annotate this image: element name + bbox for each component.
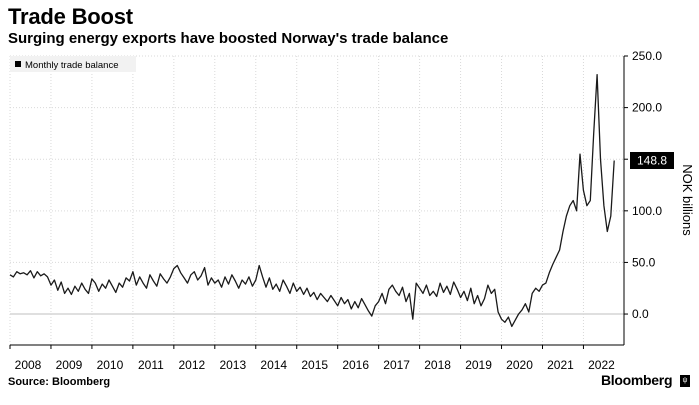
x-tick-label: 2017 <box>383 358 410 372</box>
brand-logo: Bloomberg <box>601 372 673 388</box>
y-tick-label: 100.0 <box>632 204 662 218</box>
brand-mark-icon: ψ <box>680 375 690 387</box>
chart-subtitle: Surging energy exports have boosted Norw… <box>8 30 449 47</box>
series-layer <box>9 73 615 328</box>
x-tick-label: 2014 <box>260 358 287 372</box>
x-tick-label: 2012 <box>178 358 205 372</box>
last-value-callout: 148.8 <box>630 152 674 169</box>
x-tick-label: 2021 <box>547 358 574 372</box>
y-tick-label: 50.0 <box>632 255 656 269</box>
legend: Monthly trade balance <box>10 56 136 72</box>
x-tick-label: 2018 <box>424 358 451 372</box>
last-value-label: 148.8 <box>637 154 667 168</box>
y-tick-label: 200.0 <box>632 101 662 115</box>
y-axis-label: NOK billions <box>680 164 695 236</box>
last-value-box <box>630 152 674 169</box>
chart-title: Trade Boost <box>8 4 133 29</box>
x-tick-label: 2016 <box>342 358 369 372</box>
x-tick-label: 2019 <box>465 358 492 372</box>
legend-swatch <box>15 61 21 67</box>
legend-entry: Monthly trade balance <box>25 60 118 71</box>
x-tick-label: 2011 <box>138 358 164 372</box>
source-note: Source: Bloomberg <box>8 376 111 388</box>
y-tick-label: 0.0 <box>632 307 649 321</box>
x-tick-label: 2013 <box>219 358 246 372</box>
x-tick-label: 2015 <box>301 358 328 372</box>
series-line-monthly-trade-balance <box>9 73 615 328</box>
x-tick-label: 2008 <box>15 358 42 372</box>
x-tick-label: 2009 <box>56 358 83 372</box>
x-tick-label: 2010 <box>97 358 124 372</box>
y-tick-label: 250.0 <box>632 49 662 63</box>
axes: 0.050.0100.0150.0200.0250.02008200920102… <box>9 49 662 372</box>
legend-box <box>10 56 136 72</box>
grid <box>9 55 624 345</box>
x-tick-label: 2022 <box>588 358 615 372</box>
x-tick-label: 2020 <box>506 358 533 372</box>
